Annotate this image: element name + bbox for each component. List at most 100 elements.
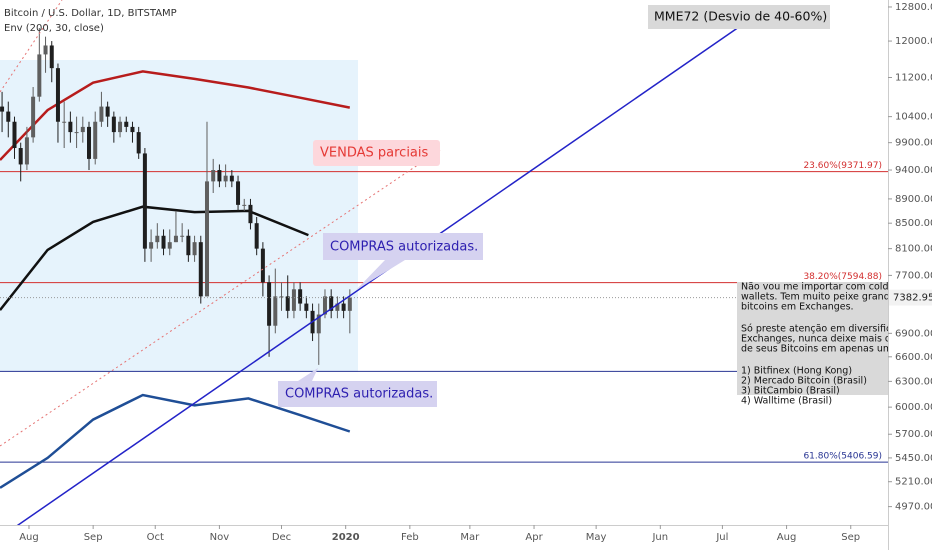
- y-tick-label: 6900.00: [895, 328, 932, 339]
- note-text: 4) Walltime (Brasil): [741, 396, 832, 407]
- candle-body: [267, 282, 272, 326]
- candle-body: [0, 106, 5, 112]
- candle-body: [322, 296, 327, 315]
- candle-body: [18, 148, 23, 165]
- candle-body: [49, 45, 54, 69]
- candle-body: [68, 121, 73, 133]
- candle-body: [124, 121, 129, 127]
- callout: [313, 140, 440, 166]
- candle-body: [80, 126, 85, 133]
- candle-body: [242, 204, 247, 206]
- y-tick-label: 8500.00: [895, 218, 932, 229]
- label-text: MME72 (Desvio de 40-60%): [654, 9, 827, 24]
- candle-body: [279, 296, 284, 298]
- y-tick-label: 6300.00: [895, 376, 932, 387]
- layer: 23.60%(9371.97) 38.20%(7594.88) 61.80%(540…: [803, 161, 882, 462]
- candle-body: [180, 235, 185, 237]
- note-text: 2) Mercado Bitcoin (Brasil): [741, 376, 867, 387]
- y-tick-label: 6000.00: [895, 402, 932, 413]
- candle-body: [316, 314, 321, 334]
- candle-body: [329, 296, 334, 311]
- candle-body: [211, 170, 216, 182]
- x-tick-label: Feb: [401, 532, 419, 543]
- y-tick-label: 12800.00: [895, 2, 932, 13]
- envelope-line: [0, 70, 351, 161]
- candle-body: [37, 54, 42, 97]
- candle-body: [260, 248, 265, 283]
- candle-body: [105, 106, 110, 117]
- x-tick-label: Apr: [525, 532, 543, 543]
- candle-body: [93, 121, 98, 159]
- x-tick-label: Jul: [715, 532, 728, 543]
- candle-body: [31, 96, 36, 138]
- axes: 12800.00 12000.00 11200.00 10400.00 9900.00 9…: [19, 2, 932, 543]
- candle-body: [62, 121, 67, 123]
- y-tick-label: 6600.00: [895, 352, 932, 363]
- note-text: bitcoins em Exchanges.: [741, 302, 854, 313]
- envelope-line: [0, 393, 351, 489]
- candle-body: [167, 242, 172, 249]
- candle-body: [304, 303, 309, 311]
- note-box: [737, 282, 888, 395]
- y-tick-label: 12000.00: [895, 36, 932, 47]
- x-tick-label: Oct: [147, 532, 164, 543]
- candle-body: [142, 153, 147, 249]
- last-price-box: [889, 289, 932, 306]
- y-tick-label: 10400.00: [895, 112, 932, 123]
- x-tick-label: Aug: [19, 532, 39, 543]
- y-tick-label: 4970.00: [895, 502, 932, 513]
- candle-body: [335, 303, 340, 311]
- y-tick-label: 5450.00: [895, 453, 932, 464]
- candle-body: [254, 223, 259, 249]
- channel-line: [0, 149, 441, 447]
- y-tick-label: 9400.00: [895, 165, 932, 176]
- candle-body: [136, 132, 141, 154]
- y-tick-label: 7700.00: [895, 270, 932, 281]
- note-text: Só preste atenção em diversifica: [741, 324, 897, 335]
- note-text: de seus Bitcoins em apenas uma: [741, 344, 898, 355]
- level-label: 38.20%(7594.88): [803, 272, 882, 282]
- channel-line: [0, 0, 63, 93]
- y-tick-label: 9900.00: [895, 138, 932, 149]
- candle-body: [186, 235, 191, 256]
- candle-body: [149, 242, 154, 249]
- candle-body: [12, 121, 17, 149]
- candle-body: [291, 289, 296, 311]
- x-tick-label: 2020: [332, 532, 360, 543]
- note-text: wallets. Tem muito peixe grande: [741, 292, 896, 303]
- candle-body: [111, 116, 116, 133]
- candle-body: [130, 126, 135, 133]
- candle-body: [6, 111, 11, 122]
- layer: [0, 28, 888, 489]
- candle-body: [118, 121, 123, 133]
- chart-title: Bitcoin / U.S. Dollar, 1D, BITSTAMP: [4, 8, 177, 19]
- candle-body: [161, 235, 166, 249]
- label-box: [648, 5, 830, 29]
- note-text: 3) BitCambio (Brasil): [741, 386, 840, 397]
- y-tick-label: 8900.00: [895, 194, 932, 205]
- candle-body: [229, 175, 234, 182]
- candle-body: [341, 303, 346, 311]
- x-tick-label: May: [586, 532, 607, 543]
- candle-body: [155, 235, 160, 243]
- indicator-label: Env (200, 30, close): [4, 23, 104, 34]
- candle-body: [24, 137, 29, 165]
- x-tick-label: Mar: [460, 532, 480, 543]
- y-tick-label: 8100.00: [895, 244, 932, 255]
- candle-body: [204, 181, 209, 297]
- candle-body: [236, 181, 241, 205]
- candle-body: [217, 170, 222, 182]
- candle-body: [198, 242, 203, 297]
- candle-body: [223, 175, 228, 182]
- candle-body: [248, 204, 253, 224]
- y-tick-label: 5700.00: [895, 429, 932, 440]
- callout: [278, 368, 437, 407]
- callout: [323, 233, 483, 290]
- note-text: Exchanges, nunca deixe mais de: [741, 334, 897, 345]
- candle-body: [55, 68, 60, 122]
- candle-body: [347, 297, 352, 311]
- candle-body: [87, 126, 92, 159]
- x-tick-label: Dec: [272, 532, 291, 543]
